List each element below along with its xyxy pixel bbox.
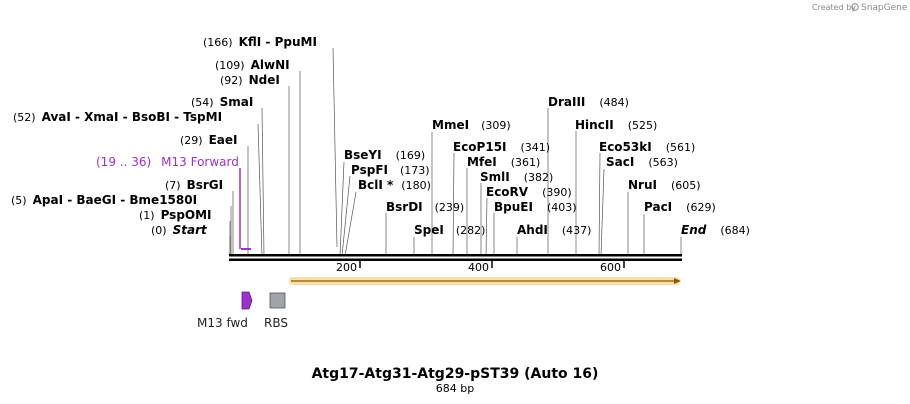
site-label-pspomi[interactable]: (1) PspOMI (139, 208, 212, 222)
backbone-bottom-strand (229, 258, 682, 261)
leader-ecop15i (452, 152, 455, 257)
site-label-spei[interactable]: SpeI (282) (414, 223, 485, 237)
rbs-box-icon[interactable] (269, 292, 286, 309)
site-label-smli[interactable]: SmlI (382) (480, 170, 553, 184)
site-label-bpuei[interactable]: BpuEI (403) (494, 200, 577, 214)
leader-pspfi (341, 175, 351, 257)
site-label-bcli[interactable]: BclI * (180) (358, 178, 431, 192)
backbone-top-strand (229, 254, 682, 257)
site-label-bsrdi[interactable]: BsrDI (239) (386, 200, 464, 214)
site-label-start[interactable]: (0) Start (151, 223, 208, 237)
site-label-nrui[interactable]: NruI (605) (628, 178, 701, 192)
leader-bcli (344, 191, 357, 257)
orf-arrowhead-icon (674, 278, 681, 284)
leader-bseyi (339, 161, 345, 257)
site-label-mfei[interactable]: MfeI (361) (467, 155, 540, 169)
site-leader-lines (229, 47, 682, 257)
snapgene-logo-icon (851, 3, 859, 11)
site-label-ahdi[interactable]: AhdI (437) (517, 223, 591, 237)
leader-avai (257, 123, 263, 257)
axis-tick-label-600: 600 (600, 261, 621, 274)
axis-tick-label-200: 200 (336, 261, 357, 274)
site-label-ndei[interactable]: (92) NdeI (220, 73, 280, 87)
site-label-ecorv[interactable]: EcoRV (390) (486, 185, 572, 199)
primer-range: (19 .. 36) (96, 155, 151, 169)
primer-label[interactable]: (19 .. 36) M13 Forward (96, 153, 239, 170)
site-label-ecop15i[interactable]: EcoP15I (341) (453, 140, 550, 154)
site-label-bseyi[interactable]: BseYI (169) (344, 148, 425, 162)
site-label-apai[interactable]: (5) ApaI - BaeGI - Bme1580I (11, 193, 197, 207)
site-label-end[interactable]: End (684) (681, 223, 750, 237)
site-label-smai[interactable]: (54) SmaI (191, 95, 253, 109)
credit-prefix: Created by (812, 3, 856, 12)
site-label-eaei[interactable]: (29) EaeI (180, 133, 238, 147)
credit-brand: SnapGene (861, 3, 908, 13)
feature-label-m13fwd: M13 fwd (197, 316, 248, 330)
site-label-kfli[interactable]: (166) KflI - PpuMI (203, 35, 317, 49)
site-label-saci[interactable]: SacI (563) (606, 155, 678, 169)
feature-label-rbs: RBS (264, 316, 288, 330)
leader-saci (600, 168, 605, 257)
map-length: 684 bp (436, 382, 474, 395)
leader-smai (261, 107, 265, 257)
map-title: Atg17-Atg31-Atg29-pST39 (Auto 16) (312, 366, 599, 382)
site-label-paci[interactable]: PacI (629) (644, 200, 716, 214)
leader-ecorv (485, 197, 488, 257)
site-label-alwni[interactable]: (109) AlwNI (215, 58, 290, 72)
leader-kfli (332, 47, 338, 248)
m13-fwd-arrow-icon[interactable] (241, 291, 253, 310)
primer-name: M13 Forward (161, 155, 239, 169)
site-label-mmei[interactable]: MmeI (309) (432, 118, 511, 132)
site-label-bsrgi[interactable]: (7) BsrGI (165, 178, 223, 192)
site-label-pspfi[interactable]: PspFI (173) (351, 163, 430, 177)
site-label-avai[interactable]: (52) AvaI - XmaI - BsoBI - TspMI (13, 110, 222, 124)
site-label-draiii[interactable]: DraIII (484) (548, 95, 629, 109)
axis-tick-label-400: 400 (468, 261, 489, 274)
site-label-eco53ki[interactable]: Eco53kI (561) (599, 140, 695, 154)
leader-eco53ki (598, 152, 601, 257)
site-label-hincii[interactable]: HincII (525) (575, 118, 657, 132)
